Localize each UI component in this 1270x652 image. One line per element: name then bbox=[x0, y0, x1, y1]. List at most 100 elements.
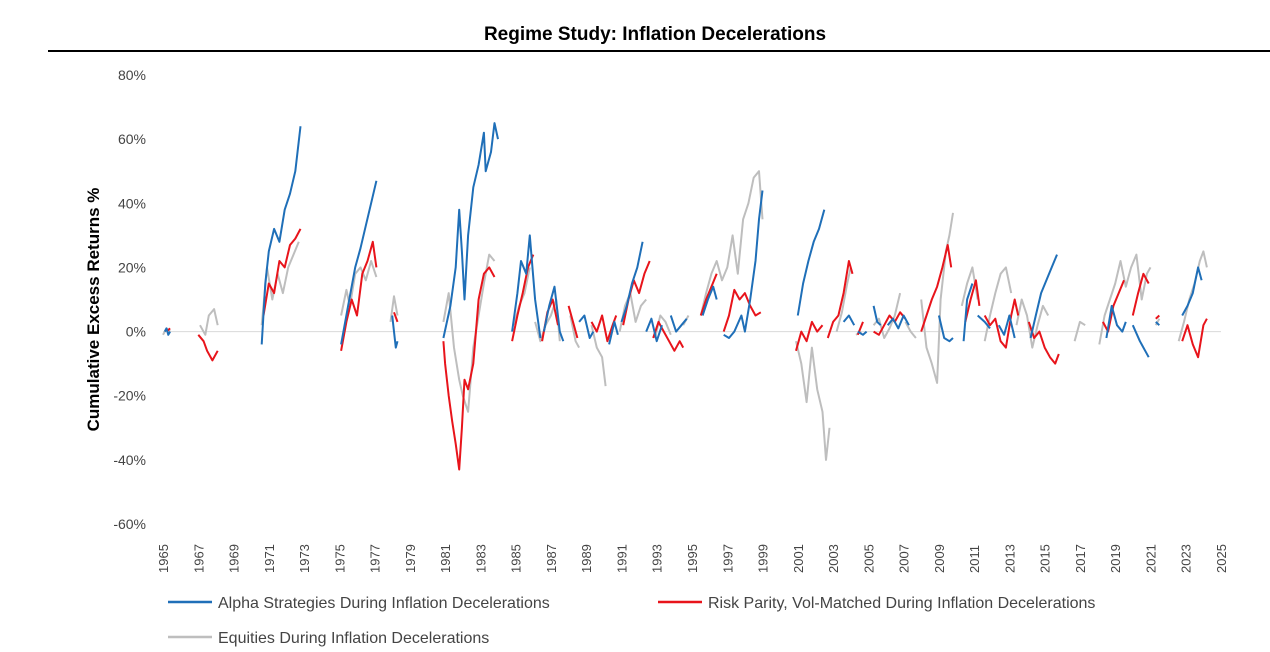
series-line-segment bbox=[997, 314, 1016, 339]
series-line-segment bbox=[590, 324, 607, 387]
y-tick-label: -60% bbox=[113, 516, 146, 532]
x-tick-label: 1983 bbox=[473, 544, 488, 573]
legend-label: Risk Parity, Vol-Matched During Inflatio… bbox=[708, 595, 1095, 612]
series-line-segment bbox=[389, 295, 399, 323]
x-tick-label: 2015 bbox=[1038, 544, 1053, 573]
series-line-segment bbox=[699, 273, 718, 316]
series-line-segment bbox=[796, 209, 826, 316]
series-line-segment bbox=[904, 321, 917, 339]
x-tick-label: 2025 bbox=[1214, 544, 1229, 573]
series-line-segment bbox=[1073, 320, 1086, 342]
series-line-segment bbox=[873, 311, 907, 336]
series-line-segment bbox=[618, 292, 647, 332]
series-line-segment bbox=[340, 240, 378, 351]
chart-title: Regime Study: Inflation Decelerations bbox=[483, 24, 827, 45]
x-tick-label: 1967 bbox=[191, 544, 206, 573]
legend-label: Equities During Inflation Decelerations bbox=[218, 630, 489, 647]
series-line-segment bbox=[620, 241, 644, 323]
y-tick-label: 60% bbox=[118, 131, 146, 147]
series-line-segment bbox=[857, 330, 868, 336]
series-line-segment bbox=[340, 180, 378, 345]
series-line-segment bbox=[511, 254, 535, 342]
series-line-segment bbox=[886, 314, 910, 330]
series-line-segment bbox=[645, 317, 663, 343]
series-line-segment bbox=[567, 305, 579, 339]
series-line-segment bbox=[391, 315, 399, 349]
series-line-segment bbox=[1027, 321, 1060, 365]
series-line-segment bbox=[393, 311, 399, 323]
legend-label: Alpha Strategies During Inflation Decele… bbox=[218, 595, 550, 612]
series-line-segment bbox=[1131, 272, 1150, 316]
x-tick-label: 2003 bbox=[826, 544, 841, 573]
x-tick-label: 2001 bbox=[791, 544, 806, 573]
series-line-segment bbox=[1098, 253, 1152, 345]
y-axis-label: Cumulative Excess Returns % bbox=[84, 188, 103, 432]
x-tick-label: 1973 bbox=[297, 544, 312, 573]
x-tick-label: 1991 bbox=[614, 544, 629, 573]
series-line-segment bbox=[197, 334, 219, 362]
y-tick-label: -20% bbox=[113, 388, 146, 404]
series-line-segment bbox=[1181, 318, 1208, 359]
x-tick-label: 1965 bbox=[156, 544, 171, 573]
y-tick-label: 80% bbox=[118, 67, 146, 83]
x-tick-label: 1979 bbox=[403, 544, 418, 573]
series-line-segment bbox=[1131, 324, 1150, 358]
x-tick-label: 1987 bbox=[544, 544, 559, 573]
series-line-segment bbox=[722, 288, 762, 332]
series-line-segment bbox=[872, 292, 902, 339]
series-line-segment bbox=[608, 320, 619, 345]
x-tick-label: 1989 bbox=[579, 544, 594, 573]
series-line-segment bbox=[964, 279, 981, 323]
x-tick-label: 2009 bbox=[932, 544, 947, 573]
series-line-segment bbox=[962, 283, 974, 342]
x-tick-label: 1997 bbox=[720, 544, 735, 573]
series-line-segment bbox=[1155, 321, 1160, 326]
series-line-segment bbox=[701, 285, 718, 316]
x-tick-label: 2021 bbox=[1143, 544, 1158, 573]
series-line-segment bbox=[795, 320, 824, 352]
series-line-segment bbox=[1029, 254, 1058, 339]
series-line-segment bbox=[872, 305, 882, 326]
x-tick-label: 1975 bbox=[332, 544, 347, 573]
legend: Alpha Strategies During Inflation Decele… bbox=[168, 595, 1095, 647]
series-layer bbox=[162, 122, 1208, 471]
series-line-segment bbox=[578, 314, 595, 339]
series-line-segment bbox=[260, 241, 300, 326]
series-line-segment bbox=[199, 308, 219, 336]
x-tick-label: 2007 bbox=[897, 544, 912, 573]
series-line-segment bbox=[983, 298, 1020, 349]
series-line-segment bbox=[542, 285, 565, 342]
series-line-segment bbox=[835, 267, 852, 332]
series-line-segment bbox=[442, 253, 496, 413]
series-line-segment bbox=[977, 314, 991, 330]
series-line-segment bbox=[442, 266, 496, 471]
series-line-segment bbox=[442, 122, 499, 339]
series-line-segment bbox=[669, 315, 688, 333]
series-line-segment bbox=[569, 315, 580, 349]
y-tick-label: 40% bbox=[118, 195, 146, 211]
x-tick-label: 1971 bbox=[262, 544, 277, 573]
x-tick-label: 2013 bbox=[1002, 544, 1017, 573]
y-tick-label: 0% bbox=[126, 324, 146, 340]
series-line-segment bbox=[937, 315, 954, 343]
series-line-segment bbox=[842, 314, 856, 326]
series-line-segment bbox=[723, 190, 764, 339]
series-line-segment bbox=[920, 212, 954, 384]
series-line-segment bbox=[1181, 266, 1203, 316]
x-tick-label: 2005 bbox=[861, 544, 876, 573]
series-line-segment bbox=[262, 228, 302, 316]
series-line-segment bbox=[1105, 304, 1127, 339]
series-line-segment bbox=[795, 340, 831, 461]
x-tick-label: 2017 bbox=[1073, 544, 1088, 573]
series-line-segment bbox=[1155, 314, 1160, 320]
x-tick-label: 2019 bbox=[1108, 544, 1123, 573]
y-axis-ticks: 80% 60% 40% 20% 0% -20% -40% -60% bbox=[113, 67, 146, 532]
x-tick-label: 1993 bbox=[650, 544, 665, 573]
series-line-segment bbox=[340, 260, 378, 316]
x-tick-label: 1977 bbox=[368, 544, 383, 573]
series-line-segment bbox=[699, 170, 764, 316]
series-line-segment bbox=[163, 327, 171, 336]
x-tick-label: 2011 bbox=[967, 545, 982, 573]
x-tick-label: 1969 bbox=[227, 544, 242, 573]
